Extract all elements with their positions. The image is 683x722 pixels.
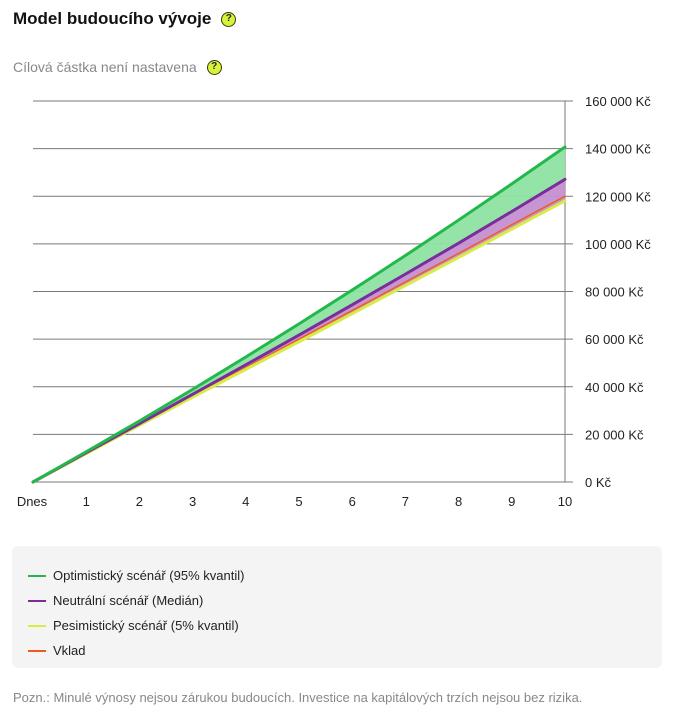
legend-item-neutral: Neutrální scénář (Medián) <box>28 588 662 613</box>
x-tick-label-0: Dnes <box>17 494 48 509</box>
x-tick-label-1: 1 <box>83 494 90 509</box>
y-axis-tick-labels: 0 Kč 20 000 Kč 40 000 Kč 60 000 Kč 80 000 Kč… <box>585 94 651 490</box>
y-tick-label-3: 60 000 Kč <box>585 332 644 347</box>
x-axis-tick-labels: Dnes 1 2 3 4 5 6 7 8 9 10 <box>17 494 572 509</box>
chart-title: Model budoucího vývoje <box>13 9 212 28</box>
chart-header: Model budoucího vývoje ? <box>13 9 237 29</box>
x-tick-label-3: 3 <box>189 494 196 509</box>
x-tick-label-8: 8 <box>455 494 462 509</box>
legend-item-pessimistic: Pesimistický scénář (5% kvantil) <box>28 613 662 638</box>
series-line-0 <box>31 145 567 484</box>
legend-item-deposit: Vklad <box>28 638 662 663</box>
x-tick-label-10: 10 <box>558 494 572 509</box>
legend-item-optimistic: Optimistický scénář (95% kvantil) <box>28 563 662 588</box>
disclaimer-footnote: Pozn.: Minulé výnosy nejsou zárukou budo… <box>13 690 583 705</box>
legend-label-pessimistic: Pesimistický scénář (5% kvantil) <box>53 618 239 633</box>
legend-swatch-deposit <box>28 649 46 652</box>
y-tick-label-1: 20 000 Kč <box>585 427 644 442</box>
y-tick-label-2: 40 000 Kč <box>585 380 644 395</box>
target-amount-row: Cílová částka není nastavena ? <box>13 59 222 75</box>
x-tick-label-5: 5 <box>295 494 302 509</box>
x-tick-label-4: 4 <box>242 494 249 509</box>
y-tick-label-8: 160 000 Kč <box>585 94 651 109</box>
target-help-icon[interactable]: ? <box>206 59 222 75</box>
legend-label-optimistic: Optimistický scénář (95% kvantil) <box>53 568 245 583</box>
series-line-1 <box>31 177 567 484</box>
legend-swatch-pessimistic <box>28 624 46 627</box>
x-tick-label-7: 7 <box>402 494 409 509</box>
legend-label-deposit: Vklad <box>53 643 86 658</box>
x-tick-label-9: 9 <box>508 494 515 509</box>
y-tick-label-5: 100 000 Kč <box>585 237 651 252</box>
y-tick-label-7: 140 000 Kč <box>585 142 651 157</box>
help-icon[interactable]: ? <box>221 11 237 27</box>
legend-swatch-neutral <box>28 599 46 602</box>
legend-label-neutral: Neutrální scénář (Medián) <box>53 593 204 608</box>
chart-legend: Optimistický scénář (95% kvantil) Neutrá… <box>12 546 662 668</box>
legend-swatch-optimistic <box>28 574 46 577</box>
y-tick-label-6: 120 000 Kč <box>585 189 651 204</box>
y-tick-label-0: 0 Kč <box>585 475 612 490</box>
x-tick-label-6: 6 <box>349 494 356 509</box>
projection-chart: 0 Kč 20 000 Kč 40 000 Kč 60 000 Kč 80 000 Kč… <box>17 94 651 509</box>
y-tick-label-4: 80 000 Kč <box>585 285 644 300</box>
target-amount-status: Cílová částka není nastavena <box>13 59 197 75</box>
chart-grid <box>33 100 573 483</box>
x-tick-label-2: 2 <box>136 494 143 509</box>
scenario-lines <box>31 145 567 484</box>
scenario-bands <box>33 146 565 482</box>
band-0 <box>33 146 565 482</box>
